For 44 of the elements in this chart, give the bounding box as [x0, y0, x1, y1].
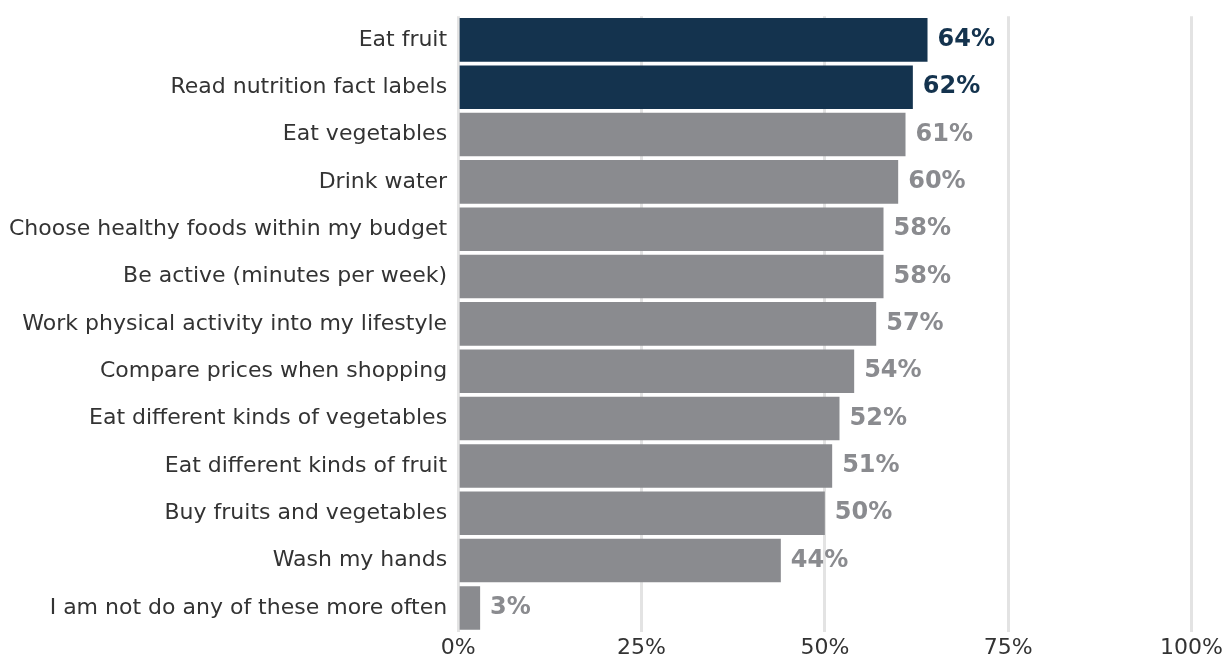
bar — [459, 65, 913, 109]
data-label: 64% — [937, 24, 995, 53]
bar — [459, 207, 884, 251]
x-tick-label: 100% — [1160, 633, 1224, 659]
y-tick-label: Read nutrition fact labels — [170, 72, 448, 98]
y-tick-label: Compare prices when shopping — [99, 356, 448, 382]
y-tick-label: Drink water — [318, 167, 449, 193]
data-label: 61% — [915, 118, 973, 147]
bar — [459, 491, 825, 536]
bar — [459, 396, 840, 441]
x-tick-label: 25% — [617, 633, 666, 659]
bar — [459, 112, 906, 157]
x-tick-label: 50% — [800, 633, 850, 659]
y-tick-label: Buy fruits and vegetables — [164, 498, 448, 524]
y-tick-label: Eat different kinds of vegetables — [89, 404, 448, 430]
y-tick-label: Be active (minutes per week) — [123, 262, 448, 288]
bar — [459, 254, 884, 299]
bar — [459, 538, 781, 583]
x-tick-label: 0% — [440, 633, 476, 659]
y-tick-label: I am not do any of these more often — [49, 593, 448, 619]
y-tick-label: Eat fruit — [358, 25, 448, 51]
y-tick-label: Choose healthy foods within my budget — [9, 214, 448, 240]
y-tick-label: Eat different kinds of fruit — [164, 451, 448, 477]
data-label: 44% — [790, 544, 849, 573]
y-tick-label: Wash my hands — [272, 546, 448, 572]
data-label: 3% — [490, 592, 531, 621]
data-label: 54% — [864, 355, 922, 384]
data-label: 50% — [834, 497, 893, 526]
bar — [459, 349, 855, 394]
bar — [459, 586, 481, 630]
data-label: 58% — [893, 260, 951, 289]
bar — [459, 18, 928, 62]
x-tick-label: 75% — [983, 633, 1033, 659]
y-tick-label: Work physical activity into my lifestyle — [22, 309, 448, 335]
bar — [459, 160, 899, 204]
data-label: 60% — [908, 166, 966, 195]
data-label: 57% — [886, 308, 944, 337]
y-tick-label: Eat vegetables — [282, 120, 448, 146]
bar — [459, 444, 833, 488]
data-label: 51% — [842, 450, 900, 479]
data-label: 58% — [893, 213, 951, 242]
data-label: 52% — [849, 402, 907, 431]
data-label: 62% — [922, 71, 981, 100]
bar — [459, 302, 877, 346]
